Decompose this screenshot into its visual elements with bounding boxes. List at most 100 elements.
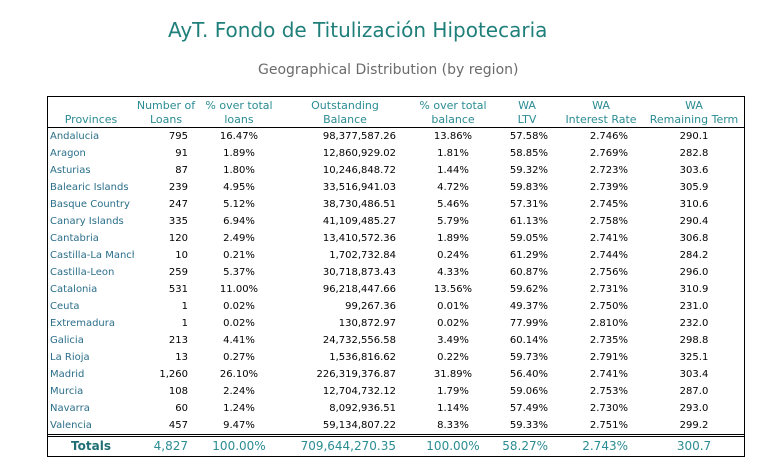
table-row: Basque Country 247 5.12% 38,730,486.51 5.46%… [48,196,744,213]
term-cell: 303.4 [679,369,709,380]
term-cell: 296.0 [679,267,709,278]
table-row: Balearic Islands 239 4.95% 33,516,941.03 4.7… [48,179,744,196]
header-ltv: WA LTV [496,97,558,128]
loans-cell: 1 [181,318,188,329]
loans-cell: 335 [168,216,188,227]
pct-balance-cell: 1.81% [437,148,469,159]
totals-loans: 4,827 [134,434,198,455]
loans-cell: 108 [168,386,188,397]
rate-cell: 2.745% [589,199,628,210]
term-cell: 287.0 [679,386,709,397]
totals-row: Totals 4,827 100.00% 709,644,270.35 100.… [48,434,744,455]
ltv-cell: 60.14% [509,335,548,346]
pct-loans-cell: 4.41% [223,335,255,346]
pct-balance-cell: 13.86% [433,131,473,142]
pct-balance-cell: 31.89% [433,369,473,380]
loans-cell: 531 [168,284,188,295]
table-row: Valencia 457 9.47% 59,134,807.22 8.33% 59.33%… [48,417,744,436]
loans-cell: 247 [168,199,188,210]
balance-cell: 33,516,941.03 [322,182,396,193]
term-cell: 306.8 [679,233,709,244]
province-cell: Aragon [50,148,86,159]
ltv-cell: 49.37% [509,301,548,312]
ltv-cell: 59.83% [509,182,548,193]
header-balance: Outstanding Balance [280,97,410,128]
pct-balance-cell: 0.24% [437,250,469,261]
balance-cell: 24,732,556.58 [322,335,396,346]
totals-label: Totals [48,434,134,455]
loans-cell: 60 [175,403,188,414]
balance-cell: 99,267.36 [345,301,396,312]
ltv-cell: 59.33% [509,420,548,431]
rate-cell: 2.758% [589,216,628,227]
loans-cell: 457 [168,420,188,431]
term-cell: 303.6 [679,165,709,176]
balance-cell: 10,246,848.72 [322,165,396,176]
province-cell: Castilla-La Manch [50,250,134,261]
balance-cell: 8,092,936.51 [329,403,396,414]
loans-cell: 87 [175,165,188,176]
ltv-cell: 59.32% [509,165,548,176]
pct-loans-cell: 5.37% [223,267,255,278]
balance-cell: 130,872.97 [338,318,396,329]
term-cell: 298.8 [679,335,709,346]
balance-cell: 13,410,572.36 [322,233,396,244]
balance-cell: 226,319,376.87 [316,369,396,380]
distribution-table: Provinces Number of Loans % over total loa… [48,97,744,455]
rate-cell: 2.741% [589,233,628,244]
ltv-cell: 77.99% [509,318,548,329]
term-cell: 305.9 [679,182,709,193]
rate-cell: 2.746% [589,131,628,142]
totals-rate: 2.743% [558,434,644,455]
pct-loans-cell: 0.02% [223,318,255,329]
term-cell: 290.1 [679,131,709,142]
rate-cell: 2.756% [589,267,628,278]
balance-cell: 59,134,807.22 [322,420,396,431]
header-loans: Number of Loans [134,97,198,128]
balance-cell: 96,218,447.66 [322,284,396,295]
rate-cell: 2.769% [589,148,628,159]
pct-balance-cell: 4.72% [437,182,469,193]
province-cell: Cantabria [50,233,99,244]
pct-loans-cell: 26.10% [219,369,259,380]
loans-cell: 259 [168,267,188,278]
loans-cell: 239 [168,182,188,193]
balance-cell: 12,704,732.12 [322,386,396,397]
pct-balance-cell: 4.33% [437,267,469,278]
rate-cell: 2.741% [589,369,628,380]
pct-loans-cell: 0.21% [223,250,255,261]
loans-cell: 1,260 [159,369,188,380]
province-cell: Navarra [50,403,90,414]
rate-cell: 2.751% [589,420,628,431]
table-row: Murcia 108 2.24% 12,704,732.12 1.79% 59.06% 2.… [48,383,744,400]
province-cell: La Rioja [50,352,90,363]
province-cell: Asturias [50,165,91,176]
balance-cell: 12,860,929.02 [322,148,396,159]
pct-loans-cell: 11.00% [219,284,259,295]
pct-loans-cell: 1.89% [223,148,255,159]
balance-cell: 38,730,486.51 [322,199,396,210]
pct-loans-cell: 0.02% [223,301,255,312]
pct-loans-cell: 9.47% [223,420,255,431]
table-row: Castilla-La Manch 10 0.21% 1,702,732.84 0.24… [48,247,744,264]
term-cell: 232.0 [679,318,709,329]
province-cell: Castilla-Leon [50,267,115,278]
table-row: La Rioja 13 0.27% 1,536,816.62 0.22% 59.73% 2.… [48,349,744,366]
ltv-cell: 59.06% [509,386,548,397]
province-cell: Catalonia [50,284,98,295]
ltv-cell: 57.58% [509,131,548,142]
pct-loans-cell: 5.12% [223,199,255,210]
header-row: Provinces Number of Loans % over total loa… [48,97,744,128]
province-cell: Murcia [50,386,84,397]
pct-loans-cell: 1.24% [223,403,255,414]
pct-balance-cell: 1.44% [437,165,469,176]
balance-cell: 1,536,816.62 [329,352,396,363]
term-cell: 231.0 [679,301,709,312]
report-subtitle: Geographical Distribution (by region) [258,62,519,78]
rate-cell: 2.730% [589,403,628,414]
pct-balance-cell: 1.79% [437,386,469,397]
table-row: Andalucia 795 16.47% 98,377,587.26 13.86% 57.… [48,128,744,146]
table-row: Ceuta 1 0.02% 99,267.36 0.01% 49.37% 2.750% 231… [48,298,744,315]
province-cell: Valencia [50,420,92,431]
balance-cell: 41,109,485.27 [322,216,396,227]
